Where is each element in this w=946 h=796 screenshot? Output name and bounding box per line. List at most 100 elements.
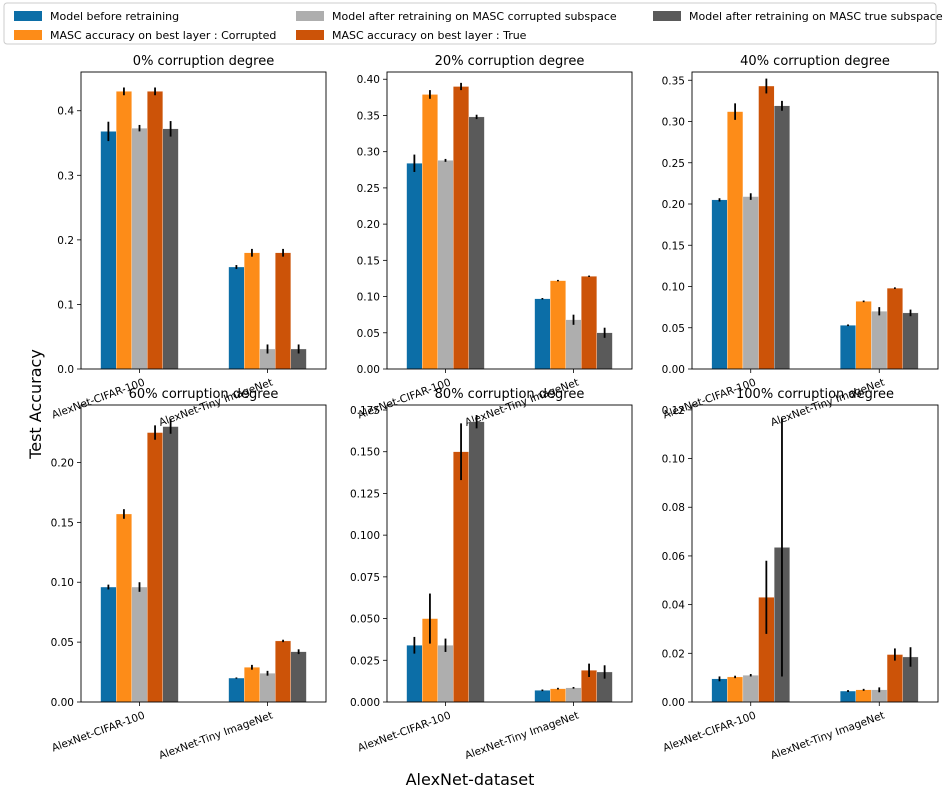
y-tick-label: 0.050 xyxy=(350,614,380,626)
y-tick-label: 0.05 xyxy=(662,323,685,335)
bar-1-1 xyxy=(406,163,423,370)
bar-1-2 xyxy=(534,298,551,370)
bar-2-1 xyxy=(422,94,438,370)
y-tick-label: 0.12 xyxy=(662,405,685,417)
y-tick-label: 0.30 xyxy=(357,147,380,159)
bar-1-1 xyxy=(100,131,117,370)
bar-2-2 xyxy=(244,252,260,370)
y-tick-label: 0.25 xyxy=(662,158,685,170)
y-tick-label: 0.06 xyxy=(662,551,686,563)
bar-2-2 xyxy=(244,667,260,703)
x-axis-label: AlexNet-dataset xyxy=(406,770,535,789)
y-tick-label: 0.10 xyxy=(662,282,685,294)
bar-3-2 xyxy=(259,673,276,703)
legend-swatch-5 xyxy=(653,11,681,21)
bar-2-1 xyxy=(116,513,132,703)
bar-3-1 xyxy=(437,645,454,703)
bar-4-2 xyxy=(581,276,597,370)
bar-2-1 xyxy=(727,676,744,703)
panel-title: 0% corruption degree xyxy=(133,54,274,69)
x-tick-label: AlexNet-CIFAR-100 xyxy=(661,710,757,755)
bar-1-2 xyxy=(840,690,856,703)
bar-3-1 xyxy=(131,128,148,370)
axes-frame xyxy=(691,404,939,703)
bar-4-2 xyxy=(886,287,903,370)
bar-2-1 xyxy=(116,91,132,370)
y-tick-label: 0.125 xyxy=(350,488,380,500)
y-tick-label: 0.025 xyxy=(350,655,380,667)
x-tick-label: AlexNet-CIFAR-100 xyxy=(356,710,452,755)
y-tick-label: 0.000 xyxy=(350,697,380,709)
x-tick-label: AlexNet-Tiny ImageNet xyxy=(463,377,580,429)
x-tick-label: AlexNet-Tiny ImageNet xyxy=(769,710,886,762)
y-tick-label: 0.05 xyxy=(357,328,380,340)
y-tick-label: 0.20 xyxy=(357,219,380,231)
legend-swatch-1 xyxy=(14,11,42,21)
bar-3-1 xyxy=(742,196,759,370)
chart-panel-3: 40% corruption degree 0.00 0.05 0.10 0.15 0.2… xyxy=(661,54,939,429)
bar-4-2 xyxy=(275,252,291,370)
bar-4-1 xyxy=(147,432,163,703)
bar-1-2 xyxy=(840,325,856,370)
legend-label-3: Model after retraining on MASC corrupted… xyxy=(332,10,617,23)
axes-frame xyxy=(80,71,327,370)
bar-3-2 xyxy=(871,311,888,370)
y-tick-label: 0.10 xyxy=(662,454,685,466)
axes-frame xyxy=(386,404,633,703)
y-tick-label: 0.20 xyxy=(662,199,685,211)
bar-2-2 xyxy=(855,301,872,370)
y-tick-label: 0.075 xyxy=(350,572,380,584)
bar-3-2 xyxy=(565,687,582,703)
y-tick-label: 0.00 xyxy=(357,364,380,376)
bar-3-2 xyxy=(565,319,582,370)
legend-label-4: MASC accuracy on best layer : True xyxy=(332,29,527,42)
bar-5-1 xyxy=(774,105,790,370)
y-tick-label: 0.20 xyxy=(51,457,74,469)
legend-label-2: MASC accuracy on best layer : Corrupted xyxy=(50,29,276,42)
chart-panel-2: 20% corruption degree 0.00 0.05 0.10 0.15 0.2… xyxy=(356,54,633,429)
axes-frame xyxy=(691,71,939,370)
axes-frame xyxy=(386,71,633,370)
bar-1-1 xyxy=(711,678,728,703)
chart-panel-1: 0% corruption degree 0.0 0.1 0.2 0.3 0.4 AlexN… xyxy=(50,54,327,429)
bar-2-1 xyxy=(727,111,744,370)
bar-2-2 xyxy=(855,689,872,703)
bar-5-1 xyxy=(468,421,485,703)
x-tick-label: AlexNet-Tiny ImageNet xyxy=(157,710,274,762)
y-axis-label: Test Accuracy xyxy=(26,349,45,460)
y-tick-label: 0.150 xyxy=(350,447,380,459)
bar-4-1 xyxy=(453,451,469,703)
bar-3-1 xyxy=(131,586,148,703)
legend: Model before retraining MASC accuracy on … xyxy=(3,2,943,45)
bar-1-1 xyxy=(100,586,117,703)
legend-swatch-2 xyxy=(14,30,42,40)
bar-1-1 xyxy=(406,645,423,703)
x-tick-label: AlexNet-CIFAR-100 xyxy=(50,710,146,755)
bar-5-2 xyxy=(596,332,613,370)
bar-5-1 xyxy=(468,116,485,370)
bar-1-2 xyxy=(534,690,551,703)
y-tick-label: 0.175 xyxy=(350,405,380,417)
x-tick-label: AlexNet-Tiny ImageNet xyxy=(157,377,274,429)
y-tick-label: 0.2 xyxy=(57,235,74,247)
chart-panel-6: 100% corruption degree 0.00 0.02 0.04 0.06 0.… xyxy=(661,387,939,762)
panel-title: 40% corruption degree xyxy=(740,54,890,69)
y-tick-label: 0.10 xyxy=(51,577,74,589)
y-tick-label: 0.08 xyxy=(662,502,685,514)
bar-1-1 xyxy=(711,199,728,370)
y-tick-label: 0.30 xyxy=(662,117,685,129)
legend-swatch-4 xyxy=(296,30,324,40)
y-tick-label: 0.1 xyxy=(57,299,74,311)
y-tick-label: 0.15 xyxy=(51,517,74,529)
y-tick-label: 0.05 xyxy=(51,637,74,649)
bar-5-1 xyxy=(162,128,179,370)
chart-panel-5: 80% corruption degree 0.000 0.025 0.050 0.07… xyxy=(350,387,633,762)
x-tick-label: AlexNet-Tiny ImageNet xyxy=(769,377,886,429)
bar-4-1 xyxy=(147,91,163,370)
y-tick-label: 0.10 xyxy=(357,292,380,304)
bar-3-1 xyxy=(742,675,759,703)
y-tick-label: 0.00 xyxy=(51,697,74,709)
bar-5-2 xyxy=(902,312,919,370)
y-tick-label: 0.15 xyxy=(357,255,380,267)
